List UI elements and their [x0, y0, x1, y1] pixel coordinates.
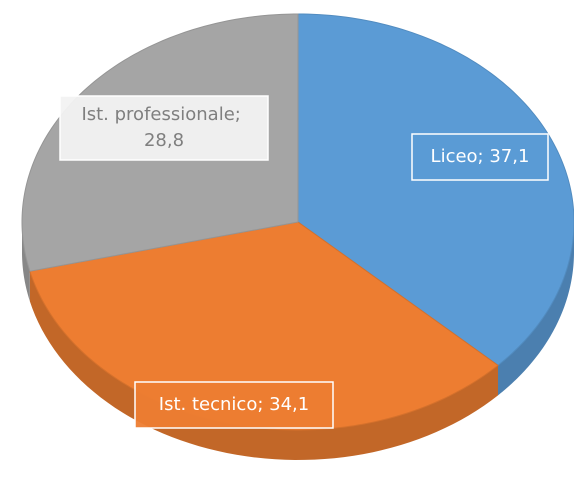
slice-side: [22, 222, 30, 302]
data-label-box: [411, 133, 549, 181]
slice-side: [498, 222, 574, 396]
data-label: Liceo; 37,1: [431, 146, 530, 167]
data-label-box: [59, 95, 269, 161]
data-label: Ist. tecnico; 34,1: [159, 394, 309, 415]
data-label-line: Ist. professionale;: [81, 104, 246, 125]
data-label: Ist. professionale; 28,8: [81, 104, 246, 151]
slice: [297, 13, 574, 366]
data-label-box: [134, 381, 334, 429]
data-label-line: 28,8: [144, 130, 184, 151]
